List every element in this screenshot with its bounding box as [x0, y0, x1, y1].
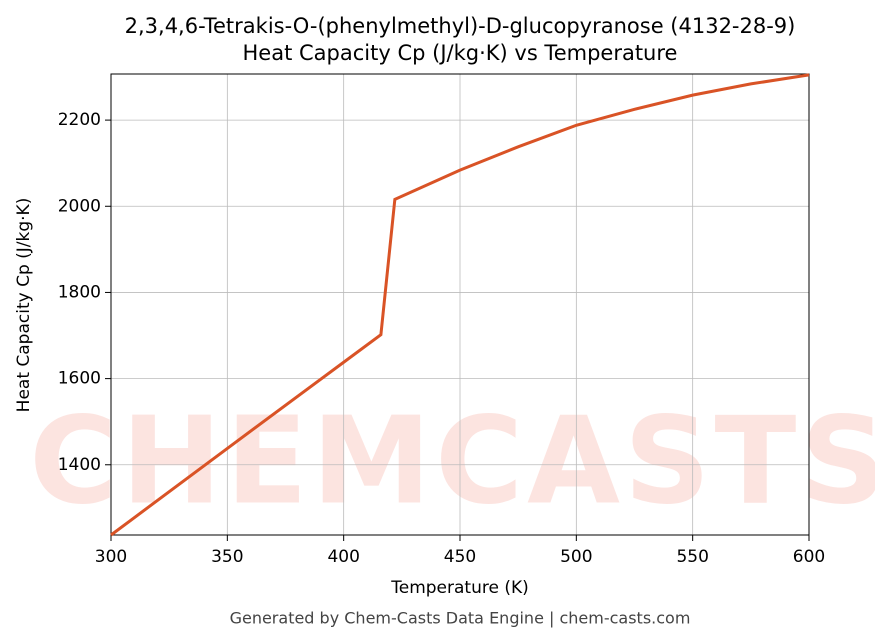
x-axis-label: Temperature (K): [390, 578, 529, 598]
watermark: CHEMCASTS: [29, 393, 875, 532]
y-tick-label: 1800: [58, 282, 101, 302]
data-line: [110, 73, 810, 537]
chart-subtitle: Heat Capacity Cp (J/kg·K) vs Temperature: [243, 41, 678, 65]
x-tick-label: 500: [560, 547, 592, 567]
footer: Generated by Chem-Casts Data Engine | ch…: [230, 609, 691, 628]
x-tick-label: 600: [793, 547, 825, 567]
x-tick-label: 350: [211, 547, 243, 567]
y-tick-label: 1600: [58, 369, 101, 389]
x-tick-label: 400: [327, 547, 359, 567]
y-tick-label: 2000: [58, 196, 101, 216]
x-tick-label: 550: [676, 547, 708, 567]
y-axis-label: Heat Capacity Cp (J/kg·K): [14, 198, 34, 413]
x-tick-label: 450: [444, 547, 476, 567]
y-tick-label: 1400: [58, 455, 101, 475]
x-tick-label: 300: [95, 547, 127, 567]
y-tick-label: 2200: [58, 110, 101, 130]
chart-title: 2,3,4,6-Tetrakis-O-(phenylmethyl)-D-gluc…: [125, 14, 796, 38]
